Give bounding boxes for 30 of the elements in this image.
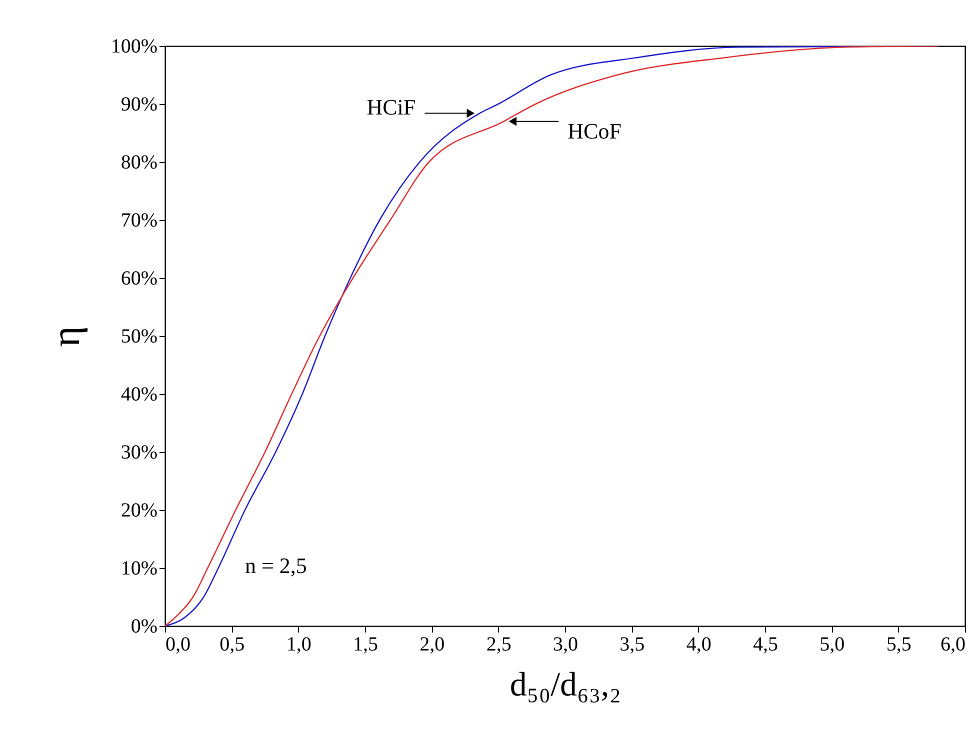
y-tick-label: 0% (130, 616, 158, 638)
y-tick-label: 100% (110, 36, 158, 58)
x-axis-title: d₅₀/d₆₃,₂ (510, 666, 622, 704)
y-axis-title: η (42, 326, 88, 347)
y-tick-label: 20% (120, 500, 158, 522)
y-tick-label: 60% (120, 268, 158, 290)
x-tick-label: 2,0 (420, 634, 445, 656)
x-tick-label: 1,5 (353, 634, 378, 656)
y-tick-label: 40% (120, 384, 158, 406)
x-tick-label: 2,5 (486, 634, 512, 656)
x-tick-label: 6,0 (940, 634, 966, 656)
series-label: HCiF (366, 94, 416, 120)
line-series (165, 46, 939, 626)
x-tick-label: 5,0 (820, 634, 845, 656)
x-tick-label: 1,0 (286, 634, 312, 656)
x-tick-label: 4,5 (753, 634, 778, 656)
x-tick-label: 3,5 (620, 634, 645, 656)
y-tick-label: 10% (120, 558, 158, 580)
x-tick-label: 0,0 (166, 634, 190, 656)
y-tick-label: 70% (120, 210, 158, 232)
y-tick-label: 50% (120, 326, 158, 348)
series-label: HCoF (568, 118, 622, 144)
x-tick-label: 0,5 (220, 634, 245, 656)
annotation: n = 2,5 (245, 553, 307, 578)
y-tick-label: 30% (120, 442, 158, 464)
y-tick-label: 80% (120, 152, 158, 174)
y-tick-label: 90% (120, 94, 158, 116)
x-tick-label: 4,0 (686, 634, 712, 656)
x-tick-label: 5,5 (886, 634, 912, 656)
x-tick-label: 3,0 (553, 634, 578, 656)
